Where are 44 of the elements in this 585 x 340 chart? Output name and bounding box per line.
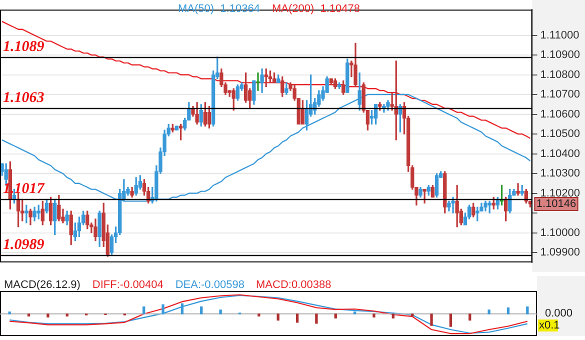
bar (296, 314, 299, 323)
bar (27, 314, 30, 316)
bar (430, 314, 433, 326)
ref-line-label: 1.1089 (3, 38, 45, 55)
bar (526, 306, 529, 314)
bar (276, 314, 280, 321)
bar (142, 306, 146, 314)
chart-title: MACD(26.12.9) (4, 279, 80, 291)
y-tick-label: 1.10900 (540, 49, 580, 62)
bar (219, 310, 222, 314)
bar (353, 312, 356, 314)
y-tick-label: 1.11000 (540, 29, 580, 42)
bar (372, 314, 376, 318)
bar (392, 314, 394, 318)
ref-line-label: 1.0989 (3, 236, 45, 253)
y-tick-label: 1.09900 (540, 246, 580, 259)
bar (506, 307, 510, 314)
y-tick-label: 1.10600 (540, 108, 580, 120)
y-tick-label: 1.10300 (540, 168, 580, 180)
series-label: DEA:-0.00598 (175, 279, 244, 291)
y-tick-label: 1.10800 (540, 68, 580, 81)
bar (46, 314, 50, 318)
bar (449, 314, 452, 327)
text: 0.000 (545, 308, 573, 320)
y-tick-label: 1.10700 (540, 88, 580, 101)
bar (8, 312, 11, 314)
bar (200, 306, 203, 314)
annotation: 1.10146 (536, 198, 576, 210)
bar (162, 304, 164, 314)
bar (258, 314, 260, 316)
bar (180, 303, 184, 314)
y-tick-label: 1.10200 (540, 187, 580, 200)
bar (66, 314, 68, 316)
y-tick-label: 1.10400 (540, 148, 580, 160)
text: MACD:0.00388 (256, 279, 332, 291)
bar (334, 314, 337, 318)
y-tick-label: 1.10000 (540, 226, 580, 239)
bar (468, 314, 472, 321)
series-label: DIFF:-0.00404 (92, 279, 164, 291)
bar (488, 310, 490, 314)
y-tick-label: 1.10500 (540, 128, 580, 140)
bar (315, 314, 318, 324)
ref-line-label: 1.1063 (3, 90, 45, 106)
bar (411, 314, 414, 316)
